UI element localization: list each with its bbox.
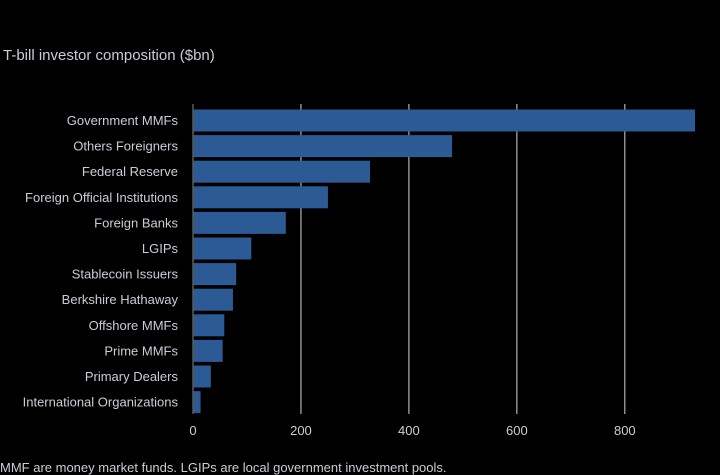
category-label: Primary Dealers (85, 369, 179, 384)
category-label: Offshore MMFs (89, 318, 179, 333)
x-tick-label-200: 200 (290, 423, 312, 438)
bar-primary-dealers (193, 365, 211, 388)
bar-international-organizations (193, 391, 201, 414)
category-label: Stablecoin Issuers (72, 267, 179, 282)
bar-berkshire-hathaway (193, 288, 233, 311)
category-label: Government MMFs (67, 113, 179, 128)
x-axis: 0 200 400 600 800 (189, 104, 636, 438)
chart-footnote: MMF are money market funds. LGIPs are lo… (0, 460, 447, 475)
category-label: Federal Reserve (82, 164, 178, 179)
category-label: International Organizations (23, 395, 179, 410)
bar-government-mmfs (193, 109, 695, 132)
category-label: Foreign Banks (94, 215, 178, 230)
bar-stablecoin-issuers (193, 263, 237, 286)
bars (193, 109, 695, 414)
x-tick-label-800: 800 (614, 423, 636, 438)
category-label: LGIPs (142, 241, 179, 256)
x-tick-label-0: 0 (189, 423, 196, 438)
category-labels: Government MMFs Others Foreigners Federal … (23, 113, 179, 410)
bar-foreign-official-institutions (193, 186, 328, 209)
bar-prime-mmfs (193, 339, 223, 362)
bar-others-foreigners (193, 135, 453, 158)
chart-title: T-bill investor composition ($bn) (3, 47, 215, 64)
bar-offshore-mmfs (193, 314, 225, 337)
bar-foreign-banks (193, 211, 286, 234)
x-tick-label-400: 400 (398, 423, 420, 438)
category-label: Prime MMFs (104, 343, 178, 358)
category-label: Others Foreigners (73, 139, 178, 154)
category-label: Foreign Official Institutions (25, 190, 178, 205)
x-tick-label-600: 600 (506, 423, 528, 438)
category-label: Berkshire Hathaway (62, 292, 179, 307)
bar-lgips (193, 237, 252, 260)
bar-federal-reserve (193, 160, 371, 183)
